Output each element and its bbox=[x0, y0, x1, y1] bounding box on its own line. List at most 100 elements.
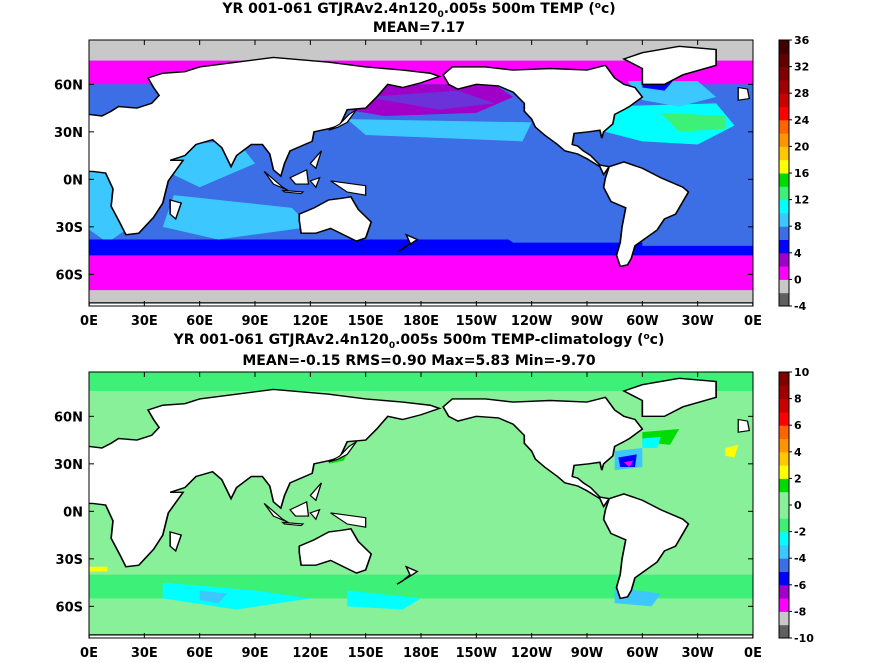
x-tick-label: 60E bbox=[186, 646, 213, 661]
x-tick-label: 0E bbox=[80, 314, 98, 329]
colorbar-tick-label: 8 bbox=[794, 220, 802, 233]
y-tick-label: 30N bbox=[54, 458, 83, 473]
colorbar-tick-label: 12 bbox=[794, 194, 809, 207]
x-tick-label: 120E bbox=[292, 314, 328, 329]
x-tick-label: 0E bbox=[80, 646, 98, 661]
x-tick-label: 150E bbox=[348, 314, 384, 329]
colorbar-swatch bbox=[779, 584, 789, 599]
x-tick-label: 90E bbox=[242, 314, 269, 329]
panel2-title-line2: MEAN=-0.15 RMS=0.90 Max=5.83 Min=-9.70 bbox=[242, 353, 596, 369]
colorbar-swatch bbox=[779, 558, 789, 572]
x-tick-label: 180E bbox=[403, 314, 439, 329]
y-tick-label: 60S bbox=[56, 268, 83, 283]
panel1-y-axis: 60N 30N 0N 30S 60S bbox=[54, 78, 753, 283]
x-tick-label: 30W bbox=[681, 646, 713, 661]
colorbar-swatch bbox=[779, 53, 789, 68]
colorbar-swatch bbox=[779, 266, 789, 280]
x-tick-label: 30W bbox=[681, 314, 713, 329]
colorbar-swatch bbox=[779, 66, 789, 81]
y-tick-label: 0N bbox=[63, 505, 83, 520]
panel2-x-axis: 0E 30E 60E 90E 120E 150E 180E 150W 120W 90W 60W 30W… bbox=[80, 372, 762, 661]
panel1-title-line2: MEAN=7.17 bbox=[373, 20, 465, 36]
panel2-colorbar: 10 8 6 4 2 0 -2 -4 -6 -8 -10 bbox=[778, 366, 814, 645]
colorbar-swatch bbox=[779, 199, 789, 214]
panel2-map bbox=[89, 372, 753, 638]
colorbar-swatch bbox=[779, 146, 789, 161]
colorbar-tick-label: -8 bbox=[794, 605, 806, 618]
colorbar-tick-label: 8 bbox=[794, 393, 802, 406]
panel-temperature-anomaly: YR 001-061 GTJRAv2.4n1200.005s 500m TEMP… bbox=[54, 332, 814, 661]
x-tick-label: 150W bbox=[456, 314, 497, 329]
colorbar-swatch bbox=[779, 212, 789, 227]
x-tick-label: 90E bbox=[242, 646, 269, 661]
colorbar-swatch bbox=[779, 292, 789, 307]
y-tick-label: 60S bbox=[56, 600, 83, 615]
colorbar-tick-label: -6 bbox=[794, 579, 807, 592]
x-tick-label: 90W bbox=[571, 646, 603, 661]
colorbar-tick-label: 0 bbox=[794, 273, 802, 286]
colorbar-tick-label: 0 bbox=[794, 499, 802, 512]
colorbar-swatch bbox=[779, 518, 789, 533]
colorbar-tick-label: -4 bbox=[794, 552, 807, 565]
colorbar-swatch bbox=[779, 425, 789, 439]
colorbar-swatch bbox=[779, 544, 789, 559]
colorbar-swatch bbox=[779, 279, 789, 294]
colorbar-swatch bbox=[779, 491, 789, 506]
x-tick-label: 60W bbox=[626, 646, 658, 661]
colorbar-swatch bbox=[779, 239, 789, 254]
colorbar-swatch bbox=[779, 624, 789, 639]
colorbar-swatch bbox=[779, 133, 789, 147]
x-tick-label: 150E bbox=[348, 646, 384, 661]
colorbar-swatch bbox=[779, 372, 789, 386]
colorbar-tick-label: 32 bbox=[794, 61, 809, 74]
colorbar-swatch bbox=[779, 79, 789, 94]
colorbar-swatch bbox=[779, 438, 789, 453]
colorbar-tick-label: 20 bbox=[794, 140, 810, 153]
y-tick-label: 0N bbox=[63, 173, 83, 188]
x-tick-label: 150W bbox=[456, 646, 497, 661]
colorbar-swatch bbox=[779, 173, 789, 187]
colorbar-tick-label: 28 bbox=[794, 87, 809, 100]
x-tick-label: 0E bbox=[744, 314, 762, 329]
y-tick-label: 30S bbox=[56, 553, 83, 568]
colorbar-swatch bbox=[779, 611, 789, 626]
colorbar-swatch bbox=[779, 159, 789, 174]
colorbar-tick-label: 10 bbox=[794, 366, 810, 379]
colorbar-swatch bbox=[779, 478, 789, 493]
x-tick-label: 60E bbox=[186, 314, 213, 329]
colorbar-tick-label: 4 bbox=[794, 247, 802, 260]
panel1-colorbar: 36 32 28 24 20 16 12 8 4 0 -4 bbox=[778, 34, 810, 313]
x-tick-label: 120W bbox=[511, 646, 552, 661]
colorbar-tick-label: 36 bbox=[794, 34, 810, 47]
x-tick-label: 60W bbox=[626, 314, 658, 329]
colorbar-tick-label: -10 bbox=[794, 632, 814, 645]
x-tick-label: 180E bbox=[403, 646, 439, 661]
colorbar-tick-label: 4 bbox=[794, 446, 802, 459]
x-tick-label: 30E bbox=[131, 314, 158, 329]
colorbar-tick-label: 6 bbox=[794, 419, 802, 432]
panel1-x-axis: 0E 30E 60E 90E 120E 150E 180E 150W 120W 90W 60W 30W… bbox=[80, 40, 762, 329]
colorbar-tick-label: 24 bbox=[794, 114, 810, 127]
y-tick-label: 30S bbox=[56, 221, 83, 236]
panel2-y-axis: 60N 30N 0N 30S 60S bbox=[54, 410, 753, 615]
colorbar-swatch bbox=[779, 186, 789, 201]
y-tick-label: 30N bbox=[54, 126, 83, 141]
x-tick-label: 0E bbox=[744, 646, 762, 661]
x-tick-label: 120W bbox=[511, 314, 552, 329]
panel-temperature: YR 001-061 GTJRAv2.4n1200.005s 500m TEMP… bbox=[54, 1, 810, 329]
colorbar-swatch bbox=[779, 531, 789, 546]
colorbar-tick-label: -2 bbox=[794, 526, 806, 539]
x-tick-label: 120E bbox=[292, 646, 328, 661]
colorbar-swatch bbox=[779, 451, 789, 466]
colorbar-tick-label: -4 bbox=[794, 300, 807, 313]
colorbar-swatch bbox=[779, 385, 789, 400]
x-tick-label: 30E bbox=[131, 646, 158, 661]
colorbar-swatch bbox=[779, 571, 789, 586]
colorbar-swatch bbox=[779, 119, 789, 134]
panel2-title-line1: YR 001-061 GTJRAv2.4n1200.005s 500m TEMP… bbox=[173, 332, 665, 351]
colorbar-swatch bbox=[779, 411, 789, 426]
y-tick-label: 60N bbox=[54, 410, 83, 425]
colorbar-swatch bbox=[779, 465, 789, 479]
colorbar-swatch bbox=[779, 598, 789, 612]
